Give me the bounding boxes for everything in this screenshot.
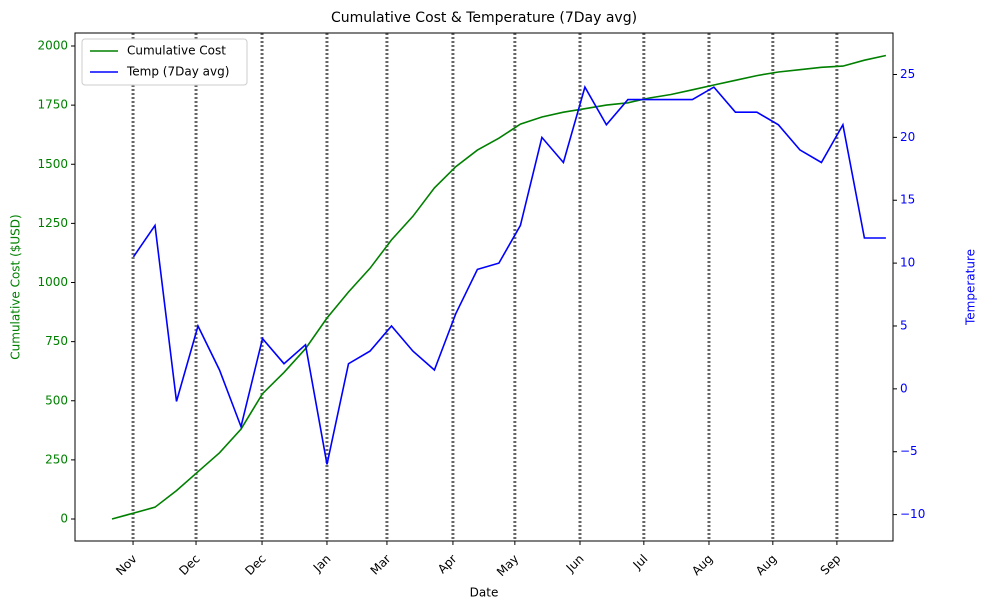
y2-axis-label: Temperature xyxy=(964,249,978,326)
y-tick-label: 250 xyxy=(45,452,68,466)
legend-label: Temp (7Day avg) xyxy=(126,65,229,79)
y-tick-label: 0 xyxy=(60,512,68,526)
y-axis-label: Cumulative Cost ($USD) xyxy=(9,214,23,359)
y2-tick-label: 0 xyxy=(900,381,908,395)
y-tick-label: 1250 xyxy=(37,216,68,230)
y2-tick-label: 10 xyxy=(900,256,915,270)
y-tick-label: 500 xyxy=(45,393,68,407)
y-tick-label: 1500 xyxy=(37,157,68,171)
x-tick-label: Aug xyxy=(689,552,715,578)
x-tick-label: May xyxy=(494,552,521,579)
x-tick-label: Jun xyxy=(563,552,587,576)
y-tick-label: 1000 xyxy=(37,275,68,289)
y2-tick-label: −10 xyxy=(900,507,925,521)
y2-tick-label: 5 xyxy=(900,318,908,332)
x-tick-label: Apr xyxy=(435,552,460,577)
y2-tick-label: −5 xyxy=(900,444,918,458)
x-tick-label: Jan xyxy=(310,552,334,576)
chart-title: Cumulative Cost & Temperature (7Day avg) xyxy=(331,10,637,26)
x-tick-label: Nov xyxy=(113,552,139,578)
x-tick-label: Dec xyxy=(242,552,268,578)
x-tick-label: Sep xyxy=(818,552,844,578)
legend-box xyxy=(81,38,248,86)
y-tick-label: 1750 xyxy=(37,98,68,112)
y-tick-label: 2000 xyxy=(37,39,68,53)
x-axis-label: Date xyxy=(470,586,499,600)
x-tick-label: Mar xyxy=(368,552,394,578)
series-line xyxy=(132,85,886,465)
x-tick-label: Dec xyxy=(176,552,202,578)
legend-label: Cumulative Cost xyxy=(127,44,226,58)
plot-frame xyxy=(74,32,894,542)
y2-tick-label: 20 xyxy=(900,130,915,144)
x-tick-label: Jul xyxy=(630,552,651,573)
y2-tick-label: 15 xyxy=(900,193,915,207)
y-tick-label: 750 xyxy=(45,334,68,348)
series-line xyxy=(111,54,887,520)
y2-tick-label: 25 xyxy=(900,67,915,81)
x-tick-label: Aug xyxy=(753,552,779,578)
